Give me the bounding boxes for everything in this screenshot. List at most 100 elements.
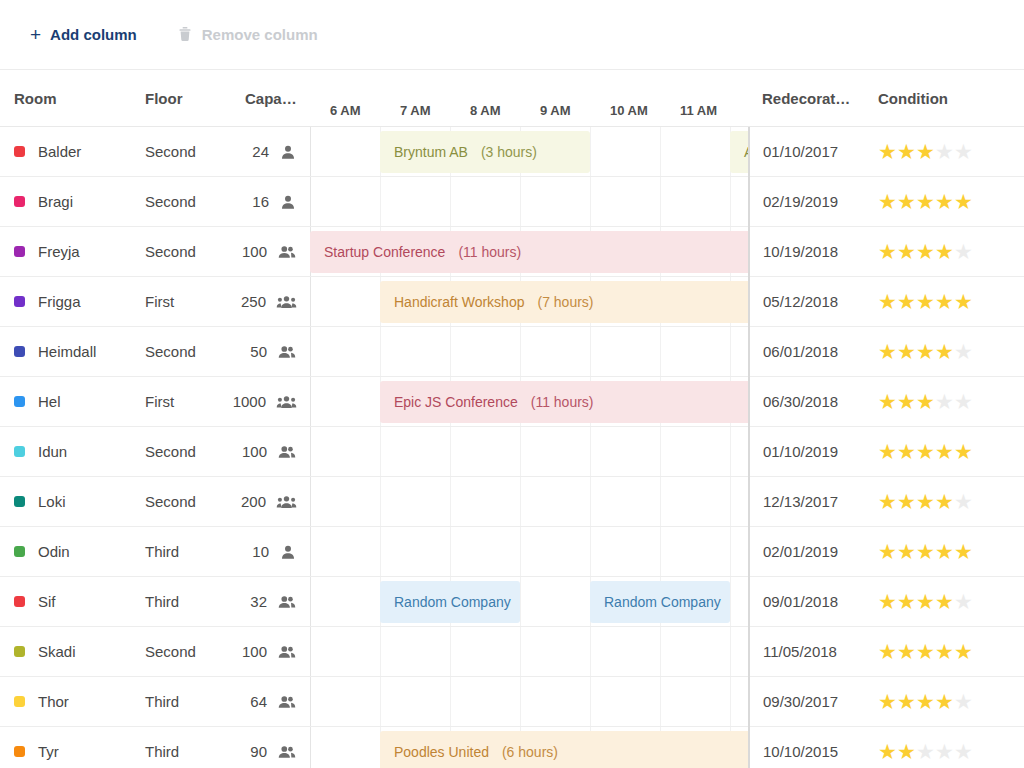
event-bar[interactable]: A	[730, 131, 748, 173]
room-color-chip	[14, 296, 25, 307]
row-gridline	[310, 276, 748, 277]
star-icon: ★	[878, 441, 897, 462]
column-header-floor[interactable]: Floor	[145, 70, 233, 127]
redecorated-cell: 09/01/2018	[750, 593, 878, 610]
room-row-right[interactable]: 01/10/2019★★★★★	[750, 427, 1024, 477]
capacity-cell: 100	[237, 643, 310, 661]
star-icon: ★	[897, 291, 916, 312]
room-row-right[interactable]: 10/10/2015★★★★★	[750, 727, 1024, 768]
room-row[interactable]: FreyjaSecond100	[0, 227, 310, 277]
capacity-cell: 250	[237, 293, 310, 311]
room-row[interactable]: TyrThird90	[0, 727, 310, 768]
event-bar[interactable]: Epic JS Conference(11 hours)	[380, 381, 748, 423]
condition-rating: ★★★★★	[878, 541, 973, 562]
add-column-button[interactable]: + Add column	[30, 25, 137, 44]
event-bar[interactable]: Random Company	[590, 581, 730, 623]
star-icon: ★	[878, 691, 897, 712]
floor-cell: First	[140, 393, 237, 410]
remove-column-button[interactable]: Remove column	[177, 25, 318, 45]
star-icon: ★	[916, 741, 935, 762]
room-row-right[interactable]: 05/12/2018★★★★★	[750, 277, 1024, 327]
capacity-cell: 32	[237, 593, 310, 611]
timeline-left-border	[310, 70, 311, 768]
room-row-right[interactable]: 12/13/2017★★★★★	[750, 477, 1024, 527]
row-gridline	[310, 326, 748, 327]
room-row[interactable]: BragiSecond16	[0, 177, 310, 227]
room-row[interactable]: Thor Third 64	[0, 677, 310, 727]
star-icon: ★	[878, 391, 897, 412]
event-duration: (6 hours)	[502, 744, 558, 760]
capacity-cell: 10	[237, 543, 310, 561]
room-color-chip	[14, 546, 25, 557]
room-row[interactable]: BalderSecond24	[0, 127, 310, 177]
row-gridline	[310, 426, 748, 427]
event-bar[interactable]: Startup Conference(11 hours)	[310, 231, 748, 273]
row-gridline	[310, 726, 748, 727]
redecorated-cell: 09/30/2017	[750, 693, 878, 710]
room-row-right[interactable]: 09/01/2018★★★★★	[750, 577, 1024, 627]
event-name: Bryntum AB	[394, 144, 468, 160]
room-row[interactable]: LokiSecond200	[0, 477, 310, 527]
event-bar[interactable]: Handicraft Workshop(7 hours)	[380, 281, 748, 323]
room-row-right[interactable]: 02/01/2019★★★★★	[750, 527, 1024, 577]
floor-cell: Third	[140, 543, 237, 560]
event-bar[interactable]: Random Company	[380, 581, 520, 623]
condition-rating: ★★★★★	[878, 291, 973, 312]
star-icon: ★	[878, 191, 897, 212]
floor-cell: Third	[140, 743, 237, 760]
room-row-right[interactable]: 02/19/2019★★★★★	[750, 177, 1024, 227]
room-row[interactable]: HeimdallSecond50	[0, 327, 310, 377]
star-icon: ★	[916, 291, 935, 312]
room-row-right[interactable]: 01/10/2017★★★★★	[750, 127, 1024, 177]
occupancy-three-icon	[276, 293, 297, 311]
star-icon: ★	[897, 741, 916, 762]
column-header-capacity[interactable]: Capa…	[245, 70, 303, 127]
capacity-cell: 1000	[237, 393, 310, 411]
room-name: Frigga	[38, 293, 81, 310]
room-row[interactable]: IdunSecond100	[0, 427, 310, 477]
star-icon: ★	[935, 491, 954, 512]
room-row[interactable]: OdinThird10	[0, 527, 310, 577]
room-name: Thor	[38, 693, 69, 710]
room-row[interactable]: SkadiSecond100	[0, 627, 310, 677]
remove-column-label: Remove column	[202, 26, 318, 43]
column-header-redecorated[interactable]: Redecorat…	[762, 70, 866, 127]
room-color-chip	[14, 446, 25, 457]
room-row-right[interactable]: 10/19/2018★★★★★	[750, 227, 1024, 277]
event-duration: (7 hours)	[537, 294, 593, 310]
timeline-area: Bryntum AB(3 hours) A Startup Conference(1…	[310, 70, 748, 768]
capacity-value: 64	[250, 693, 267, 710]
room-color-chip	[14, 246, 25, 257]
star-icon: ★	[954, 191, 973, 212]
column-header-room[interactable]: Room	[14, 70, 134, 127]
room-row-right[interactable]: 11/05/2018★★★★★	[750, 627, 1024, 677]
star-icon: ★	[954, 691, 973, 712]
capacity-value: 50	[250, 343, 267, 360]
star-icon: ★	[935, 641, 954, 662]
room-row-right[interactable]: 09/30/2017★★★★★	[750, 677, 1024, 727]
room-row-right[interactable]: 06/30/2018★★★★★	[750, 377, 1024, 427]
room-row[interactable]: HelFirst1000	[0, 377, 310, 427]
row-gridline	[310, 676, 748, 677]
room-row[interactable]: SifThird32	[0, 577, 310, 627]
star-icon: ★	[878, 741, 897, 762]
event-duration: (11 hours)	[531, 394, 594, 410]
column-header-condition[interactable]: Condition	[878, 70, 998, 127]
event-bar[interactable]: Bryntum AB(3 hours)	[380, 131, 590, 173]
floor-cell: Third	[140, 693, 237, 710]
right-grid-body: 01/10/2017★★★★★02/19/2019★★★★★10/19/2018…	[750, 127, 1024, 768]
room-row[interactable]: FriggaFirst250	[0, 277, 310, 327]
star-icon: ★	[916, 541, 935, 562]
condition-rating: ★★★★★	[878, 591, 973, 612]
room-cell: Odin	[0, 543, 140, 560]
time-axis-label: 7 AM	[400, 103, 431, 118]
room-cell: Tyr	[0, 743, 140, 760]
time-axis-label: 8 AM	[470, 103, 501, 118]
star-icon: ★	[878, 491, 897, 512]
star-icon: ★	[878, 341, 897, 362]
room-row-right[interactable]: 06/01/2018★★★★★	[750, 327, 1024, 377]
star-icon: ★	[954, 741, 973, 762]
event-bar[interactable]: Poodles United(6 hours)	[380, 731, 748, 768]
star-icon: ★	[878, 141, 897, 162]
room-color-chip	[14, 146, 25, 157]
